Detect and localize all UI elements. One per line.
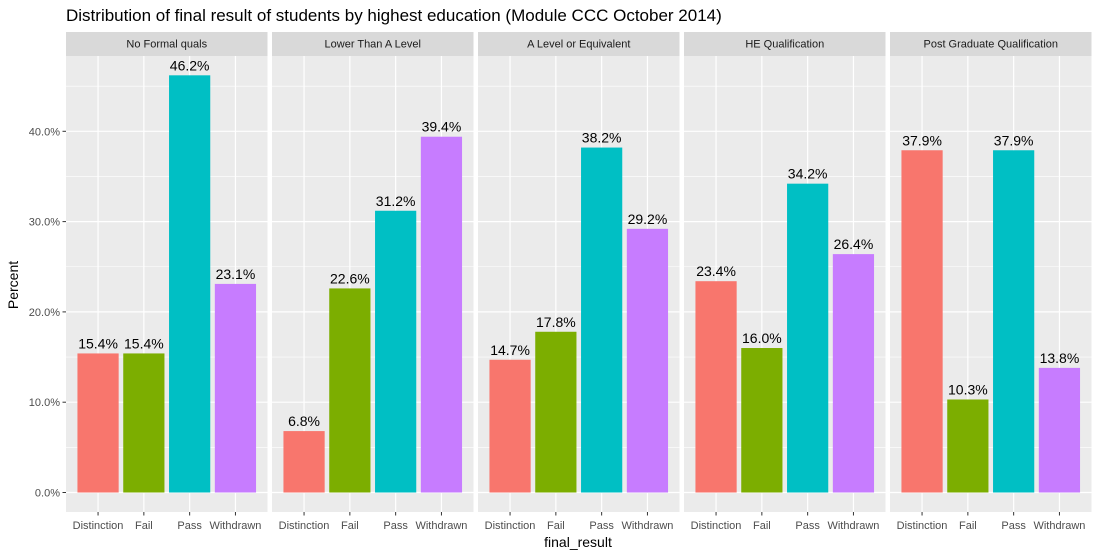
facet-strip [890, 32, 1092, 56]
facet-strip [478, 32, 680, 56]
y-tick-label: 30.0% [29, 217, 60, 229]
bar-distinction [283, 431, 325, 493]
bar-fail [329, 288, 371, 493]
data-label: 37.9% [994, 132, 1034, 148]
x-axis-title: final_result [544, 534, 612, 550]
x-tick-label: Pass [795, 520, 820, 532]
data-label: 15.4% [124, 335, 164, 351]
x-tick-label: Withdrawn [827, 520, 879, 532]
bar-distinction [77, 353, 119, 493]
bar-pass [581, 147, 623, 493]
x-tick-label: Fail [959, 520, 977, 532]
data-label: 13.8% [1040, 350, 1080, 366]
bar-distinction [901, 150, 943, 493]
y-tick-label: 20.0% [29, 307, 60, 319]
x-tick-label: Fail [753, 520, 771, 532]
facet-strip-label: Lower Than A Level [325, 39, 421, 51]
bar-fail [741, 348, 783, 493]
facet-panel: HE Qualification 23.4% Distinction 16.0% Fai… [684, 32, 886, 532]
data-label: 23.1% [216, 266, 256, 282]
y-tick-label: 40.0% [29, 126, 60, 138]
y-tick-label: 0.0% [35, 488, 60, 500]
bar-fail [947, 399, 989, 493]
facet-strip-label: No Formal quals [126, 39, 207, 51]
bar-pass [787, 183, 829, 493]
bar-pass [169, 75, 211, 493]
x-tick-label: Withdrawn [621, 520, 673, 532]
data-label: 14.7% [490, 342, 530, 358]
x-tick-label: Withdrawn [415, 520, 467, 532]
bar-fail [123, 353, 165, 493]
facet-panel: A Level or Equivalent 14.7% Distinction 17.… [478, 32, 680, 532]
facet-panels: No Formal quals 15.4% Distinction 15.4% Fail… [66, 32, 1092, 532]
bar-withdrawn [420, 136, 463, 493]
facet-panel: Lower Than A Level 6.8% Distinction 22.6% Fa… [272, 32, 474, 532]
x-tick-label: Pass [383, 520, 408, 532]
x-tick-label: Pass [1001, 520, 1026, 532]
data-label: 37.9% [902, 132, 942, 148]
bar-distinction [695, 281, 737, 493]
data-label: 46.2% [170, 57, 210, 73]
x-tick-label: Pass [177, 520, 202, 532]
x-tick-label: Fail [341, 520, 359, 532]
bar-withdrawn [1038, 367, 1081, 493]
data-label: 31.2% [376, 193, 416, 209]
y-axis-title: Percent [5, 261, 21, 309]
x-tick-label: Withdrawn [209, 520, 261, 532]
bar-pass [993, 150, 1035, 493]
data-label: 17.8% [536, 314, 576, 330]
data-label: 29.2% [628, 211, 668, 227]
x-tick-label: Distinction [897, 520, 948, 532]
data-label: 34.2% [788, 166, 828, 182]
y-tick-label: 10.0% [29, 397, 60, 409]
x-tick-label: Pass [589, 520, 614, 532]
data-label: 22.6% [330, 270, 370, 286]
facet-strip-label: Post Graduate Qualification [923, 39, 1058, 51]
data-label: 10.3% [948, 381, 988, 397]
x-tick-label: Fail [135, 520, 153, 532]
bar-withdrawn [214, 283, 257, 493]
y-axis: 0.0% 10.0% 20.0% 30.0% 40.0% [29, 126, 66, 500]
bar-withdrawn [626, 228, 669, 493]
x-tick-label: Fail [547, 520, 565, 532]
bar-withdrawn [832, 254, 875, 493]
x-tick-label: Distinction [485, 520, 536, 532]
facet-strip-label: HE Qualification [745, 39, 824, 51]
facet-strip [272, 32, 474, 56]
facet-strip [684, 32, 886, 56]
data-label: 6.8% [288, 413, 320, 429]
data-label: 23.4% [696, 263, 736, 279]
facet-panel: Post Graduate Qualification 37.9% Distinct… [890, 32, 1092, 532]
facet-strip-label: A Level or Equivalent [527, 39, 630, 51]
facet-strip [66, 32, 268, 56]
bar-fail [535, 331, 577, 493]
data-label: 26.4% [834, 236, 874, 252]
chart-title: Distribution of final result of students… [66, 6, 722, 25]
data-label: 15.4% [78, 335, 118, 351]
x-tick-label: Distinction [73, 520, 124, 532]
x-tick-label: Distinction [691, 520, 742, 532]
data-label: 39.4% [422, 119, 462, 135]
facet-panel: No Formal quals 15.4% Distinction 15.4% Fail… [66, 32, 268, 532]
data-label: 38.2% [582, 130, 622, 146]
x-tick-label: Distinction [279, 520, 330, 532]
bar-pass [375, 210, 417, 493]
data-label: 16.0% [742, 330, 782, 346]
x-tick-label: Withdrawn [1033, 520, 1085, 532]
bar-distinction [489, 359, 531, 493]
